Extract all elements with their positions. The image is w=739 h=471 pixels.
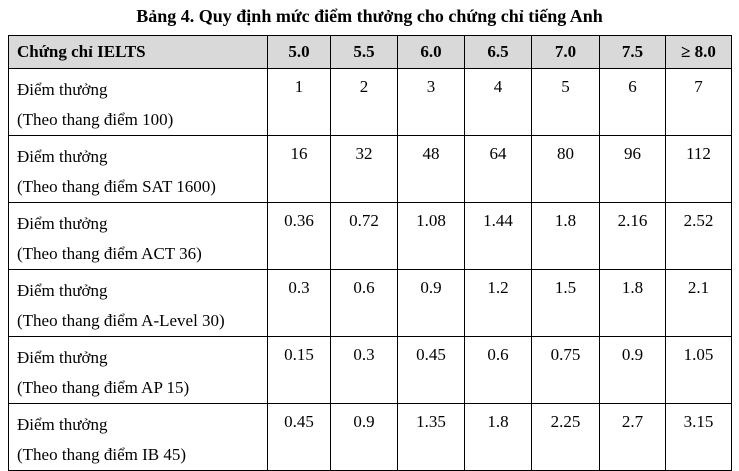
value-cell: 7 <box>665 68 732 136</box>
row-label-cell: Điểm thưởng (Theo thang điểm IB 45) <box>8 403 268 471</box>
row-label-line: (Theo thang điểm IB 45) <box>17 445 187 464</box>
value-cell: 0.15 <box>267 336 331 404</box>
row-label-line: Điểm thưởng <box>17 80 108 99</box>
value-cell: 1 <box>267 68 331 136</box>
value-cell: 0.3 <box>330 336 398 404</box>
value-cell: 16 <box>267 135 331 203</box>
row-label-line: Điểm thưởng <box>17 415 108 434</box>
value-cell: 1.44 <box>464 202 532 270</box>
table-row: Điểm thưởng (Theo thang điểm SAT 1600) 16 3… <box>8 135 732 203</box>
row-label-cell: Điểm thưởng (Theo thang điểm SAT 1600) <box>8 135 268 203</box>
row-label-line: Điểm thưởng <box>17 281 108 300</box>
value-cell: 1.8 <box>599 269 666 337</box>
header-cell: 7.0 <box>531 35 600 69</box>
header-cell: 5.5 <box>330 35 398 69</box>
table-row: Điểm thưởng (Theo thang điểm 100) 1 2 3 4 5 6 7 <box>8 68 732 136</box>
header-cell: ≥ 8.0 <box>665 35 732 69</box>
row-label-line: (Theo thang điểm A-Level 30) <box>17 311 225 330</box>
value-cell: 0.9 <box>599 336 666 404</box>
value-cell: 2.7 <box>599 403 666 471</box>
value-cell: 1.35 <box>397 403 465 471</box>
value-cell: 1.05 <box>665 336 732 404</box>
header-cell: 6.0 <box>397 35 465 69</box>
value-cell: 1.8 <box>531 202 600 270</box>
value-cell: 5 <box>531 68 600 136</box>
value-cell: 0.6 <box>464 336 532 404</box>
value-cell: 2.25 <box>531 403 600 471</box>
row-label-line: (Theo thang điểm SAT 1600) <box>17 177 216 196</box>
value-cell: 0.9 <box>397 269 465 337</box>
row-label-cell: Điểm thưởng (Theo thang điểm 100) <box>8 68 268 136</box>
value-cell: 1.5 <box>531 269 600 337</box>
table-row: Điểm thưởng (Theo thang điểm A-Level 30) 0… <box>8 269 732 337</box>
row-label-line: (Theo thang điểm AP 15) <box>17 378 190 397</box>
value-cell: 2.52 <box>665 202 732 270</box>
table-row: Điểm thưởng (Theo thang điểm IB 45) 0.45 0.… <box>8 403 732 471</box>
row-label-line: Điểm thưởng <box>17 348 108 367</box>
table-row: Điểm thưởng (Theo thang điểm AP 15) 0.15 0.… <box>8 336 732 404</box>
header-cell: 5.0 <box>267 35 331 69</box>
value-cell: 0.72 <box>330 202 398 270</box>
value-cell: 3.15 <box>665 403 732 471</box>
header-cell: 6.5 <box>464 35 532 69</box>
value-cell: 96 <box>599 135 666 203</box>
table-title: Bảng 4. Quy định mức điểm thưởng cho chứ… <box>136 6 603 26</box>
header-cell: 7.5 <box>599 35 666 69</box>
value-cell: 1.2 <box>464 269 532 337</box>
row-label-line: Điểm thưởng <box>17 214 108 233</box>
table: Chứng chỉ IELTS 5.0 5.5 6.0 6.5 7.0 7.5 ≥ 8.0 Đ… <box>8 35 732 471</box>
header-cell: Chứng chỉ IELTS <box>8 35 268 69</box>
value-cell: 3 <box>397 68 465 136</box>
value-cell: 4 <box>464 68 532 136</box>
row-label-cell: Điểm thưởng (Theo thang điểm ACT 36) <box>8 202 268 270</box>
value-cell: 2 <box>330 68 398 136</box>
value-cell: 1.08 <box>397 202 465 270</box>
value-cell: 48 <box>397 135 465 203</box>
value-cell: 0.75 <box>531 336 600 404</box>
row-label-line: (Theo thang điểm ACT 36) <box>17 244 202 263</box>
value-cell: 0.45 <box>397 336 465 404</box>
value-cell: 0.6 <box>330 269 398 337</box>
value-cell: 112 <box>665 135 732 203</box>
value-cell: 64 <box>464 135 532 203</box>
value-cell: 80 <box>531 135 600 203</box>
value-cell: 0.45 <box>267 403 331 471</box>
row-label-line: (Theo thang điểm 100) <box>17 110 174 129</box>
value-cell: 0.36 <box>267 202 331 270</box>
value-cell: 2.16 <box>599 202 666 270</box>
table-row: Điểm thưởng (Theo thang điểm ACT 36) 0.36 0… <box>8 202 732 270</box>
value-cell: 0.3 <box>267 269 331 337</box>
row-label-cell: Điểm thưởng (Theo thang điểm A-Level 30) <box>8 269 268 337</box>
row-label-cell: Điểm thưởng (Theo thang điểm AP 15) <box>8 336 268 404</box>
table-body: Điểm thưởng (Theo thang điểm 100) 1 2 3 4 5 6 7 Đ… <box>8 68 732 471</box>
value-cell: 1.8 <box>464 403 532 471</box>
header-row: Chứng chỉ IELTS 5.0 5.5 6.0 6.5 7.0 7.5 ≥ 8.0 <box>8 35 732 69</box>
value-cell: 2.1 <box>665 269 732 337</box>
value-cell: 6 <box>599 68 666 136</box>
value-cell: 32 <box>330 135 398 203</box>
value-cell: 0.9 <box>330 403 398 471</box>
row-label-line: Điểm thưởng <box>17 147 108 166</box>
